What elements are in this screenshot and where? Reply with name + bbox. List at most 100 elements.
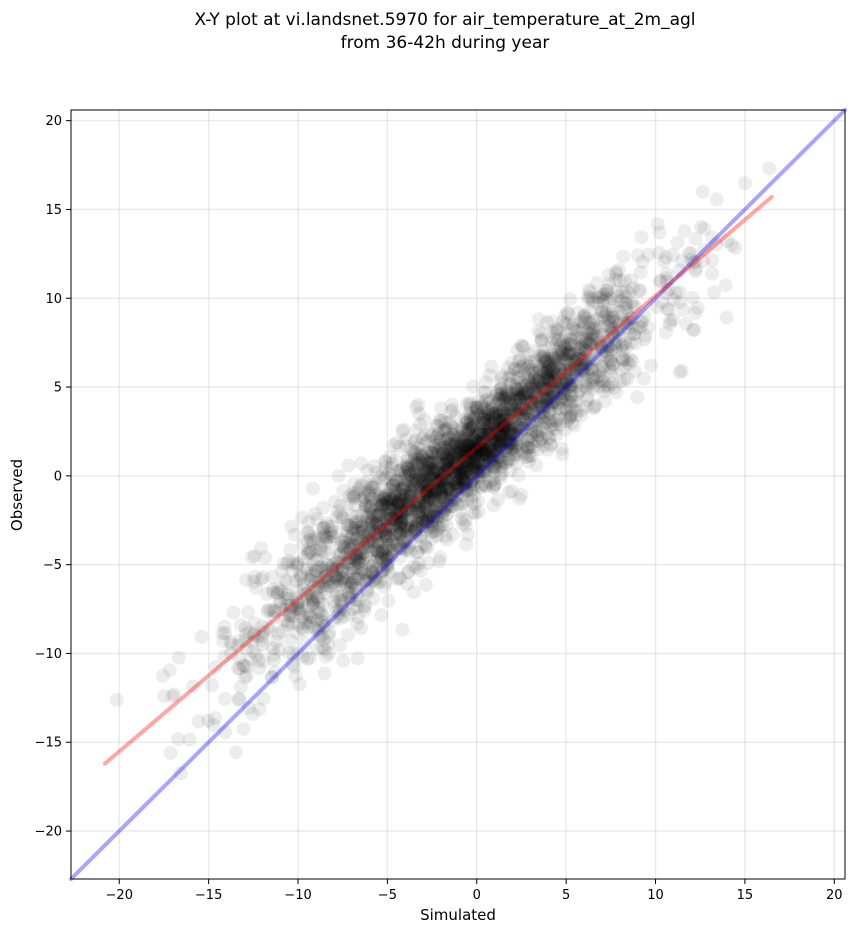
scatter-point bbox=[516, 398, 531, 413]
scatter-point bbox=[291, 602, 306, 617]
scatter-point bbox=[571, 348, 586, 363]
scatter-point bbox=[474, 448, 489, 463]
scatter-point bbox=[404, 524, 419, 539]
scatter-point bbox=[421, 520, 436, 535]
scatter-point bbox=[707, 285, 722, 300]
scatter-point bbox=[418, 577, 433, 592]
scatter-point bbox=[284, 519, 299, 534]
scatter-point bbox=[373, 532, 388, 547]
scatter-point bbox=[507, 422, 521, 437]
scatter-point bbox=[532, 362, 547, 377]
scatter-point bbox=[329, 555, 344, 570]
scatter-point bbox=[395, 508, 410, 523]
scatter-point bbox=[410, 545, 425, 560]
scatter-point bbox=[412, 509, 427, 524]
scatter-point bbox=[489, 442, 503, 457]
scatter-point bbox=[466, 431, 481, 446]
scatter-point bbox=[579, 376, 594, 391]
scatter-point bbox=[497, 421, 512, 436]
scatter-point bbox=[487, 442, 502, 457]
scatter-point bbox=[459, 438, 474, 453]
scatter-point bbox=[415, 473, 430, 488]
scatter-point bbox=[303, 572, 317, 587]
scatter-point bbox=[611, 294, 626, 309]
scatter-point bbox=[467, 443, 482, 457]
scatter-point bbox=[493, 387, 508, 402]
scatter-point bbox=[281, 618, 296, 632]
scatter-point bbox=[483, 451, 498, 465]
scatter-point bbox=[342, 556, 357, 571]
scatter-point bbox=[458, 475, 473, 490]
scatter-point bbox=[432, 433, 447, 448]
scatter-point bbox=[461, 438, 476, 453]
scatter-point bbox=[460, 458, 475, 473]
scatter-point bbox=[287, 527, 302, 542]
scatter-point bbox=[320, 558, 335, 572]
scatter-point bbox=[322, 546, 337, 561]
scatter-point bbox=[451, 479, 466, 493]
scatter-point bbox=[520, 394, 535, 409]
scatter-point bbox=[348, 532, 363, 547]
scatter-point bbox=[414, 453, 429, 468]
scatter-point bbox=[310, 642, 325, 657]
scatter-point bbox=[555, 314, 570, 329]
scatter-point bbox=[447, 493, 462, 508]
scatter-point bbox=[482, 368, 497, 383]
scatter-point bbox=[499, 426, 514, 440]
scatter-point bbox=[363, 554, 378, 569]
scatter-point bbox=[464, 421, 478, 436]
scatter-point bbox=[412, 497, 426, 512]
scatter-point bbox=[652, 225, 667, 240]
scatter-point bbox=[315, 640, 330, 655]
scatter-point bbox=[395, 541, 410, 556]
scatter-point bbox=[467, 418, 482, 433]
scatter-point bbox=[270, 585, 285, 600]
scatter-point bbox=[463, 451, 478, 466]
scatter-point bbox=[464, 441, 479, 456]
scatter-point bbox=[467, 433, 482, 448]
scatter-point bbox=[404, 470, 419, 485]
scatter-point bbox=[301, 542, 316, 557]
scatter-point bbox=[423, 499, 438, 514]
scatter-point bbox=[589, 275, 604, 290]
scatter-point bbox=[505, 355, 520, 370]
scatter-point bbox=[392, 439, 407, 454]
scatter-point bbox=[237, 659, 252, 674]
scatter-point bbox=[438, 502, 452, 517]
scatter-point bbox=[372, 507, 387, 522]
scatter-point bbox=[546, 394, 561, 409]
scatter-point bbox=[426, 485, 441, 500]
scatter-point bbox=[295, 510, 310, 525]
scatter-point bbox=[388, 453, 403, 468]
scatter-point bbox=[457, 482, 472, 496]
scatter-point bbox=[471, 454, 485, 469]
scatter-point bbox=[450, 479, 464, 494]
scatter-point bbox=[369, 515, 384, 530]
scatter-point bbox=[538, 354, 552, 369]
scatter-point bbox=[587, 340, 602, 355]
scatter-point bbox=[442, 491, 457, 506]
scatter-point bbox=[365, 544, 380, 559]
scatter-point bbox=[342, 531, 357, 546]
scatter-point bbox=[364, 480, 379, 495]
scatter-point bbox=[537, 398, 552, 413]
scatter-point bbox=[663, 313, 678, 328]
scatter-point bbox=[511, 398, 526, 413]
scatter-point bbox=[398, 464, 413, 479]
scatter-point bbox=[488, 405, 503, 420]
scatter-point bbox=[544, 375, 559, 390]
scatter-point bbox=[533, 395, 548, 410]
scatter-point bbox=[264, 670, 279, 685]
scatter-point bbox=[448, 472, 463, 487]
scatter-point bbox=[561, 394, 576, 409]
scatter-point bbox=[548, 361, 563, 376]
scatter-point bbox=[515, 443, 530, 458]
scatter-point bbox=[574, 362, 589, 377]
scatter-point bbox=[357, 504, 372, 519]
scatter-point bbox=[493, 453, 507, 468]
scatter-point bbox=[360, 583, 375, 598]
scatter-point bbox=[437, 493, 452, 508]
scatter-point bbox=[495, 368, 510, 383]
scatter-point bbox=[456, 495, 471, 510]
scatter-point bbox=[340, 580, 355, 595]
